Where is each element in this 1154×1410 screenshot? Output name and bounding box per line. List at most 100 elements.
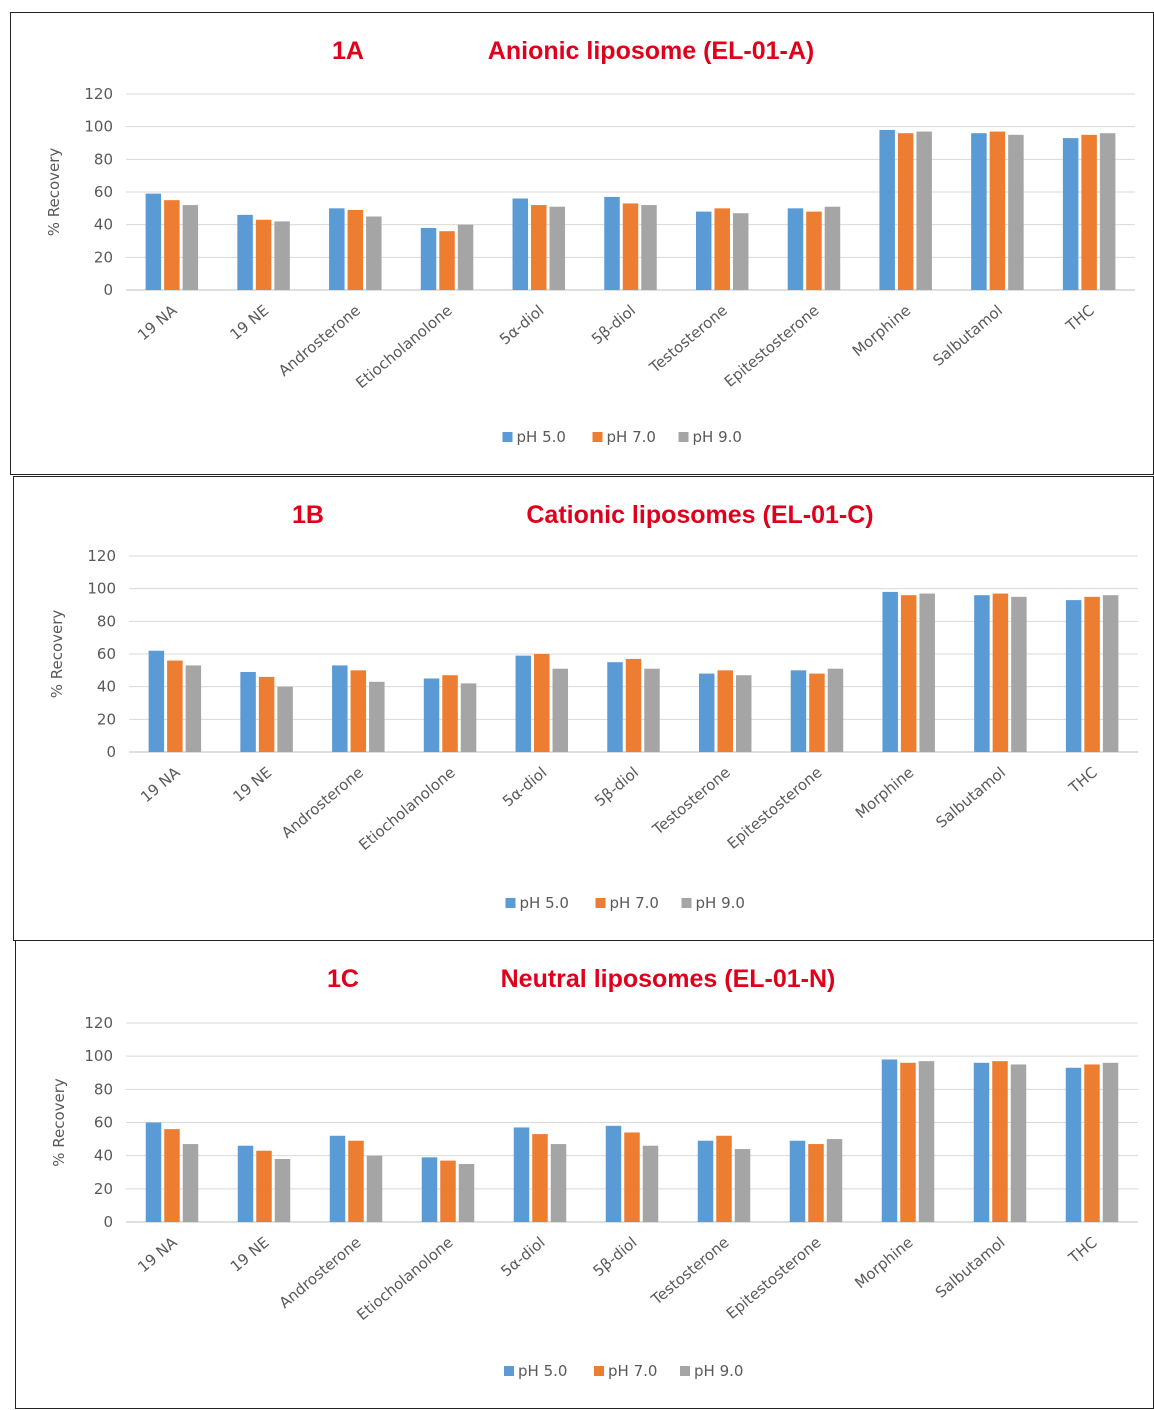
bar-5beta-diol-ph-7-0 — [622, 203, 639, 290]
bar-testosterone-ph-9-0 — [732, 213, 749, 290]
legend-label-ph-5-0: pH 5.0 — [518, 1362, 567, 1380]
chart-title: Neutral liposomes (EL-01-N) — [501, 965, 836, 993]
y-axis-label: % Recovery — [48, 610, 66, 699]
y-tick-label: 100 — [87, 580, 116, 598]
bar-androsterone-ph-7-0 — [348, 1140, 364, 1222]
bar-morphine-ph-5-0 — [881, 1059, 898, 1222]
bar-thc-ph-5-0 — [1065, 600, 1082, 752]
y-tick-label: 120 — [87, 547, 116, 565]
y-tick-label: 120 — [84, 1014, 113, 1032]
legend-swatch-ph-5-0 — [504, 1366, 514, 1376]
x-category-label: 19 NA — [134, 301, 181, 344]
x-category-label: Etiocholanolone — [353, 1233, 456, 1324]
bar-morphine-ph-7-0 — [897, 133, 914, 290]
legend-label-ph-7-0: pH 7.0 — [610, 894, 659, 912]
x-category-label: 19 NE — [227, 1233, 273, 1275]
bar-5alpha-diol-ph-9-0 — [550, 1144, 567, 1222]
panel-label: 1A — [332, 37, 364, 65]
bar-thc-ph-9-0 — [1102, 595, 1119, 752]
chart-title: Cationic liposomes (EL-01-C) — [526, 501, 873, 529]
bar-19-na-ph-9-0 — [182, 205, 199, 290]
bar-etiocholanolone-ph-9-0 — [460, 683, 477, 752]
x-category-label: THC — [1065, 1233, 1101, 1267]
legend-swatch-ph-7-0 — [594, 1366, 604, 1376]
bar-5alpha-diol-ph-9-0 — [552, 668, 569, 752]
chart-panel-1c: 1C Neutral liposomes (EL-01-N) 0 20 40 60 80 10… — [15, 940, 1154, 1409]
x-category-label: Salbutamol — [929, 301, 1006, 369]
bar-epitestosterone-ph-9-0 — [824, 206, 841, 290]
y-tick-label: 80 — [94, 150, 113, 168]
bar-androsterone-ph-5-0 — [329, 1135, 346, 1222]
bar-salbutamol-ph-5-0 — [974, 595, 990, 752]
bar-testosterone-ph-7-0 — [716, 1135, 732, 1222]
bar-19-ne-ph-7-0 — [256, 1150, 272, 1222]
legend-label-ph-7-0: pH 7.0 — [608, 1362, 657, 1380]
bar-19-na-ph-9-0 — [182, 1144, 199, 1222]
x-category-label: 5β-diol — [588, 301, 639, 348]
bar-19-ne-ph-7-0 — [255, 219, 272, 290]
bar-19-ne-ph-5-0 — [237, 1145, 254, 1222]
y-tick-label: 20 — [97, 710, 116, 728]
bar-morphine-ph-9-0 — [918, 1061, 935, 1222]
x-category-label: 5α-diol — [497, 1233, 548, 1280]
y-tick-label: 20 — [94, 248, 113, 266]
legend-swatch-ph-9-0 — [678, 432, 689, 442]
bar-etiocholanolone-ph-5-0 — [421, 1157, 438, 1222]
bar-salbutamol-ph-7-0 — [992, 1061, 1008, 1222]
legend-label-ph-9-0: pH 9.0 — [693, 428, 742, 446]
chart-title: Anionic liposome (EL-01-A) — [488, 37, 814, 65]
bar-testosterone-ph-5-0 — [695, 211, 712, 290]
bar-morphine-ph-7-0 — [900, 595, 917, 752]
bar-androsterone-ph-9-0 — [369, 681, 385, 752]
bar-epitestosterone-ph-9-0 — [826, 1139, 843, 1222]
bar-etiocholanolone-ph-7-0 — [442, 675, 458, 752]
bar-etiocholanolone-ph-5-0 — [420, 227, 437, 290]
bar-5beta-diol-ph-5-0 — [607, 662, 623, 752]
bar-5beta-diol-ph-9-0 — [644, 668, 660, 752]
bar-etiocholanolone-ph-9-0 — [457, 224, 474, 290]
bar-epitestosterone-ph-5-0 — [790, 670, 807, 752]
bar-19-ne-ph-5-0 — [240, 671, 256, 752]
bar-testosterone-ph-9-0 — [735, 675, 752, 752]
bar-thc-ph-9-0 — [1099, 133, 1116, 290]
y-axis-label: % Recovery — [50, 1078, 68, 1167]
x-category-label: Etiocholanolone — [355, 763, 458, 854]
y-tick-label: 60 — [94, 183, 113, 201]
y-tick-label: 80 — [94, 1080, 113, 1098]
bar-19-ne-ph-9-0 — [274, 1158, 291, 1222]
legend-swatch-ph-5-0 — [502, 432, 513, 442]
y-tick-label: 40 — [97, 678, 116, 696]
y-tick-label: 0 — [103, 281, 113, 299]
x-category-label: Epitestosterone — [723, 1233, 825, 1323]
bar-5alpha-diol-ph-5-0 — [513, 1127, 530, 1222]
y-tick-label: 20 — [94, 1180, 113, 1198]
x-category-label: Androsterone — [275, 301, 364, 380]
x-category-label: Salbutamol — [932, 763, 1009, 831]
bar-etiocholanolone-ph-9-0 — [458, 1163, 475, 1222]
x-category-label: 19 NE — [226, 301, 272, 343]
x-category-label: 5α-diol — [496, 301, 547, 348]
bar-testosterone-ph-7-0 — [717, 670, 733, 752]
x-category-label: Morphine — [851, 1233, 916, 1292]
x-category-label: 19 NA — [137, 763, 184, 806]
bar-19-na-ph-5-0 — [145, 193, 162, 290]
x-category-label: Androsterone — [278, 763, 367, 842]
bar-salbutamol-ph-5-0 — [971, 133, 987, 290]
bar-androsterone-ph-5-0 — [329, 208, 345, 290]
bar-epitestosterone-ph-5-0 — [789, 1140, 806, 1222]
x-category-label: THC — [1065, 763, 1101, 797]
bar-19-na-ph-7-0 — [167, 660, 183, 752]
chart-1a: 1A Anionic liposome (EL-01-A) 0 20 40 60 80 100… — [45, 37, 1135, 446]
bar-epitestosterone-ph-7-0 — [806, 211, 822, 290]
chart-panel-1a: 1A Anionic liposome (EL-01-A) 0 20 40 60 80 100… — [10, 12, 1154, 475]
bar-salbutamol-ph-9-0 — [1010, 1064, 1027, 1222]
bar-testosterone-ph-5-0 — [698, 673, 715, 752]
bar-morphine-ph-5-0 — [879, 129, 895, 290]
legend-swatch-ph-9-0 — [681, 898, 692, 908]
bar-19-na-ph-7-0 — [164, 1129, 180, 1222]
x-category-label: Testosterone — [648, 763, 733, 839]
x-category-label: 19 NE — [229, 763, 275, 805]
legend-swatch-ph-7-0 — [592, 432, 603, 442]
legend-swatch-ph-9-0 — [680, 1366, 690, 1376]
chart-1b: 1B Cationic liposomes (EL-01-C) 0 20 40 60 80 1… — [48, 501, 1138, 912]
